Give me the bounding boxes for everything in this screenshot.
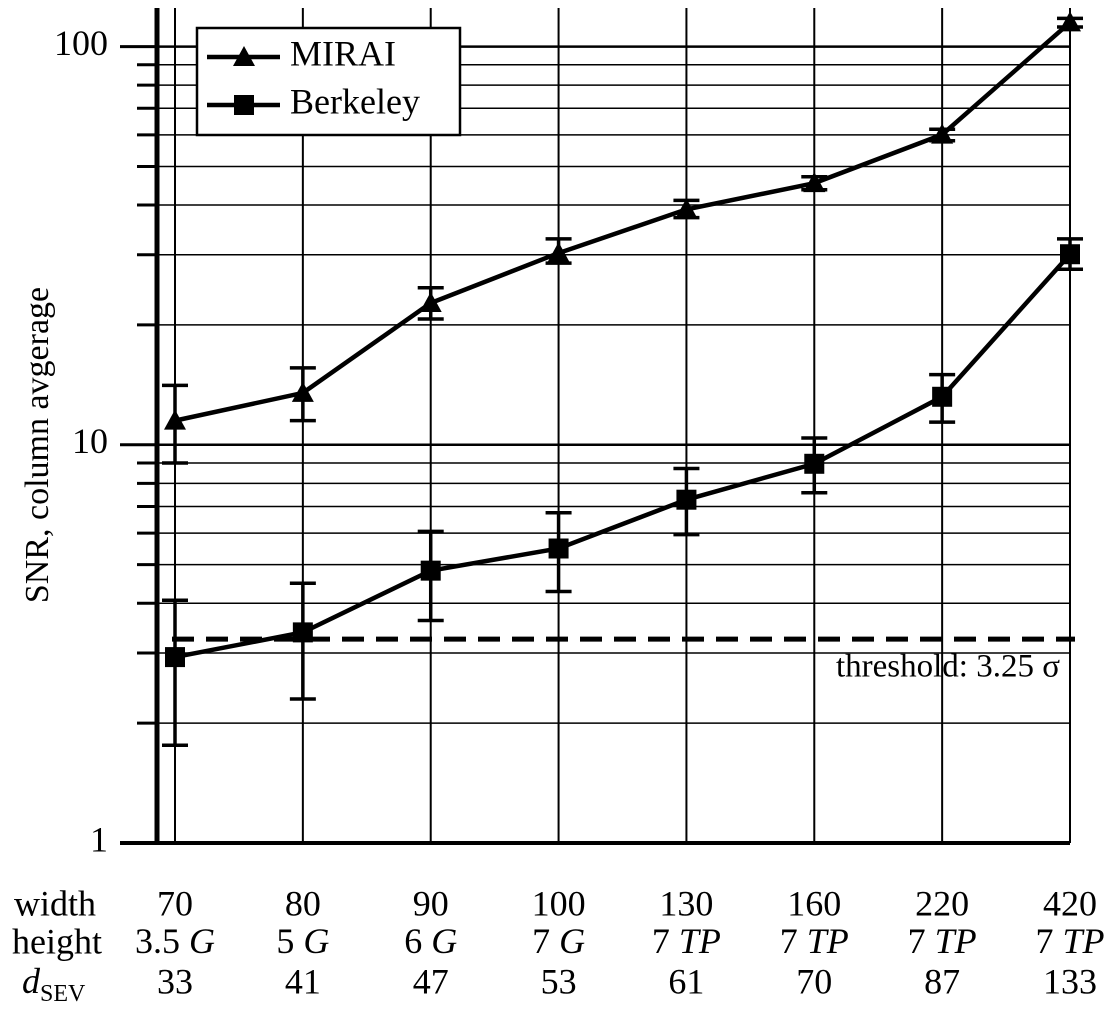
- x-row-label: height: [12, 921, 102, 961]
- threshold-label: threshold: 3.25 σ: [836, 649, 1060, 685]
- data-point: [165, 647, 185, 668]
- legend-label: Berkeley: [290, 81, 420, 121]
- error-bar: [162, 598, 188, 747]
- data-point: [420, 560, 441, 581]
- data-point: [419, 292, 442, 313]
- x-tick-label: 80: [285, 883, 321, 923]
- data-point: [803, 172, 826, 193]
- height-unit: TP: [679, 921, 721, 961]
- height-label: 7 G: [532, 921, 585, 961]
- data-point: [932, 386, 953, 407]
- height-label: 7 TP: [780, 921, 849, 961]
- y-tick-label: 1: [90, 819, 108, 859]
- data-point: [1059, 11, 1081, 32]
- dsev-label: 33: [157, 961, 193, 1001]
- data-point: [1060, 244, 1080, 265]
- data-point: [547, 242, 570, 263]
- height-label: 7 TP: [1035, 921, 1104, 961]
- height-label: 3.5 G: [135, 921, 215, 961]
- x-tick-label: 420: [1043, 883, 1097, 923]
- height-label: 7 TP: [652, 921, 721, 961]
- height-unit: TP: [935, 921, 977, 961]
- height-number: 7: [652, 921, 670, 961]
- x-tick-label: 160: [787, 883, 841, 923]
- x-tick-label: 220: [915, 883, 969, 923]
- x-row-label: width: [14, 883, 96, 923]
- data-point: [676, 489, 697, 510]
- dsev-label: 70: [796, 961, 832, 1001]
- height-label: 6 G: [404, 921, 457, 961]
- height-label: 7 TP: [908, 921, 977, 961]
- data-point: [291, 381, 314, 402]
- series-line: [174, 252, 1072, 660]
- x-tick-label: 90: [413, 883, 449, 923]
- x-tick-label: 100: [532, 883, 586, 923]
- series-line: [174, 20, 1072, 423]
- height-unit: TP: [807, 921, 849, 961]
- y-tick-label: 10: [72, 421, 108, 461]
- data-point: [548, 538, 569, 559]
- y-axis-label: SNR, column avgerage: [19, 287, 56, 603]
- height-unit: G: [431, 921, 457, 961]
- height-number: 3.5: [135, 921, 180, 961]
- dsev-label: 47: [413, 961, 449, 1001]
- height-unit: G: [189, 921, 215, 961]
- height-number: 5: [276, 921, 294, 961]
- height-label: 5 G: [276, 921, 329, 961]
- data-point: [164, 409, 186, 430]
- height-unit: TP: [1062, 921, 1104, 961]
- dsev-label: 133: [1043, 961, 1097, 1001]
- x-row-label-main: d: [22, 961, 41, 1001]
- x-row-label: dSEV: [22, 961, 86, 1006]
- x-tick-label: 130: [659, 883, 713, 923]
- height-number: 7: [908, 921, 926, 961]
- dsev-label: 87: [924, 961, 960, 1001]
- height-unit: G: [559, 921, 585, 961]
- x-row-label-sub: SEV: [40, 981, 86, 1007]
- dsev-label: 41: [285, 961, 321, 1001]
- dsev-label: 53: [541, 961, 577, 1001]
- height-number: 6: [404, 921, 422, 961]
- height-number: 7: [1035, 921, 1053, 961]
- x-tick-label: 70: [157, 883, 193, 923]
- height-number: 7: [780, 921, 798, 961]
- height-number: 7: [532, 921, 550, 961]
- legend-label: MIRAI: [290, 33, 396, 73]
- legend-marker: [234, 95, 254, 115]
- legend-marker: [233, 46, 255, 66]
- data-point: [292, 622, 313, 643]
- height-unit: G: [303, 921, 329, 961]
- data-point: [675, 198, 698, 219]
- data-point: [804, 453, 825, 474]
- dsev-label: 61: [668, 961, 704, 1001]
- legend-box: [195, 26, 462, 137]
- data-point: [931, 123, 954, 144]
- y-tick-label: 100: [54, 23, 108, 63]
